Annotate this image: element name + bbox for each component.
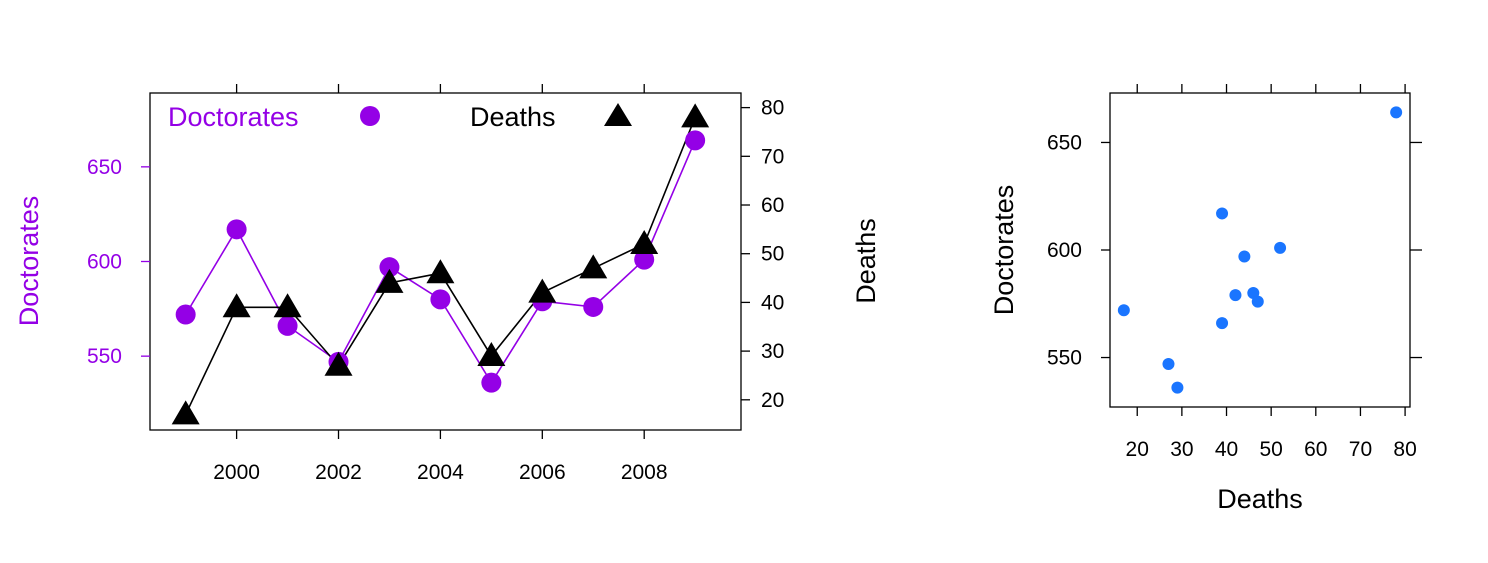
scatter-x-tick-label: 20 [1126, 438, 1149, 461]
scatter-y-tick-label: 600 [1047, 239, 1082, 262]
x-tick-label: 2000 [213, 461, 260, 484]
scatter-point [1162, 357, 1175, 370]
point-deaths [426, 259, 455, 284]
scatter-y-tick-label: 650 [1047, 131, 1082, 154]
point-deaths [273, 293, 302, 318]
point-doctorates [175, 304, 196, 325]
scatter-x-tick-label: 70 [1349, 438, 1372, 461]
left-y-tick-label: 650 [87, 156, 122, 179]
point-doctorates [481, 372, 502, 393]
right-y-tick-label: 20 [761, 389, 784, 412]
legend: Doctorates Deaths [168, 102, 632, 132]
scatter-points [1117, 106, 1403, 394]
scatter-point [1171, 381, 1184, 394]
x-tick-label: 2006 [519, 461, 566, 484]
point-deaths [171, 400, 200, 425]
point-deaths [375, 268, 404, 293]
x-tick-label: 2004 [417, 461, 464, 484]
right-y-tick-label: 40 [761, 291, 784, 314]
right-y-tick-label: 50 [761, 243, 784, 266]
scatter-point [1216, 207, 1229, 220]
legend-label-deaths: Deaths [470, 102, 556, 132]
right-y-axis: 20 30 40 50 60 70 80 [741, 97, 784, 412]
point-doctorates [430, 289, 451, 310]
scatter-y-axis: 550 600 650 [1047, 131, 1422, 370]
point-doctorates [277, 315, 298, 336]
legend-label-doctorates: Doctorates [168, 102, 299, 132]
point-doctorates [226, 219, 247, 240]
left-y-axis: 550 600 650 [87, 156, 150, 368]
right-y-tick-label: 60 [761, 194, 784, 217]
right-y-tick-label: 70 [761, 145, 784, 168]
point-deaths [324, 351, 353, 376]
x-tick-label: 2008 [621, 461, 668, 484]
scatter-x-tick-label: 60 [1304, 438, 1327, 461]
right-y-tick-label: 30 [761, 340, 784, 363]
scatter-x-axis-label: Deaths [1217, 484, 1303, 514]
scatter-x-tick-label: 50 [1259, 438, 1282, 461]
scatter-point [1251, 295, 1264, 308]
scatter-y-axis-label: Doctorates [989, 185, 1019, 316]
scatter-y-tick-label: 550 [1047, 347, 1082, 370]
scatter-point [1274, 241, 1287, 254]
point-deaths [579, 254, 608, 279]
scatter-point [1390, 106, 1403, 119]
left-y-axis-label: Doctorates [14, 196, 44, 327]
point-doctorates [379, 257, 400, 278]
scatter-point [1238, 250, 1251, 263]
x-tick-label: 2002 [315, 461, 362, 484]
scatter-panel-frame [1109, 92, 1411, 408]
scatter-x-axis: 20 30 40 50 60 70 80 [1126, 84, 1417, 461]
scatter-point [1216, 317, 1229, 330]
point-doctorates [634, 249, 655, 270]
right-y-tick-label: 80 [761, 97, 784, 120]
legend-marker-doctorates [360, 106, 380, 126]
point-deaths [630, 229, 659, 254]
scatter-x-tick-label: 30 [1170, 438, 1193, 461]
scatter-point [1229, 289, 1242, 302]
point-doctorates [583, 296, 604, 317]
point-deaths [222, 293, 251, 318]
left-y-tick-label: 550 [87, 345, 122, 368]
scatter-panel: 20 30 40 50 60 70 80 550 600 650 Deaths Doctorat… [989, 84, 1422, 514]
point-deaths [477, 341, 506, 366]
scatter-point [1117, 304, 1130, 317]
scatter-x-tick-label: 80 [1393, 438, 1416, 461]
right-y-axis-label: Deaths [851, 218, 881, 304]
legend-marker-deaths [604, 103, 632, 126]
series-markers [171, 103, 710, 425]
point-deaths [681, 103, 710, 128]
point-deaths [528, 278, 557, 303]
point-doctorates [685, 130, 706, 151]
time-series-panel: 2000 2002 2004 2006 2008 550 600 650 20 30 40 50 6… [14, 84, 881, 484]
scatter-x-tick-label: 40 [1215, 438, 1238, 461]
left-y-tick-label: 600 [87, 251, 122, 274]
left-x-axis: 2000 2002 2004 2006 2008 [213, 84, 668, 484]
